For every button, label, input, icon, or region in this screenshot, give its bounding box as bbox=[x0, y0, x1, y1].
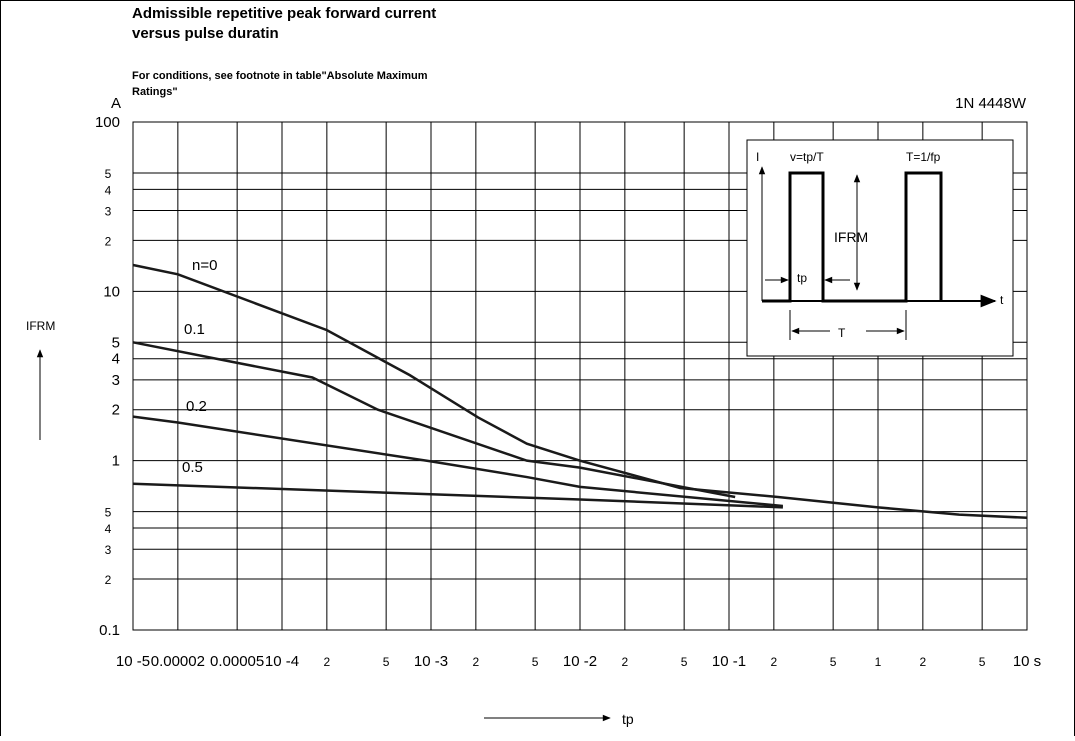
series-line bbox=[132, 341, 736, 499]
series-line bbox=[132, 263, 1028, 520]
x-tick-label: 10 s bbox=[1013, 653, 1041, 670]
series-label: 0.1 bbox=[184, 321, 205, 338]
inset-label: I bbox=[756, 150, 759, 164]
y-tick-label: 1 bbox=[112, 453, 120, 470]
x-tick-label: 10 -1 bbox=[712, 653, 746, 670]
series-label: 0.5 bbox=[182, 459, 203, 476]
x-tick-label: 10 -4 bbox=[265, 653, 299, 670]
series-label: 0.2 bbox=[186, 398, 207, 415]
inset-label: T bbox=[838, 326, 846, 340]
y-tick-label: 3 bbox=[105, 205, 112, 219]
x-tick-label: 0.00002 bbox=[151, 653, 205, 670]
y-tick-label: 2 bbox=[112, 402, 120, 419]
inset-box bbox=[746, 139, 1014, 357]
y-tick-label: 5 bbox=[112, 334, 120, 351]
part-number: 1N 4448W bbox=[955, 95, 1027, 112]
x-tick-label: 1 bbox=[875, 655, 882, 669]
y-tick-label: 0.1 bbox=[99, 622, 120, 639]
x-tick-label: 5 bbox=[681, 655, 688, 669]
x-tick-label: 2 bbox=[771, 655, 778, 669]
y-tick-label: 10 bbox=[103, 283, 120, 300]
y-tick-label: 5 bbox=[105, 506, 112, 520]
y-tick-label: 2 bbox=[105, 234, 112, 248]
inset-label: IFRM bbox=[834, 229, 868, 245]
subtitle: Ratings" bbox=[132, 86, 178, 98]
chart-title: versus pulse duratin bbox=[132, 25, 279, 42]
x-tick-label: 2 bbox=[473, 655, 480, 669]
x-tick-label: 10 -2 bbox=[563, 653, 597, 670]
y-tick-label: 4 bbox=[105, 522, 112, 536]
pulse bbox=[762, 171, 943, 303]
x-tick-label: 5 bbox=[979, 655, 986, 669]
y-tick-label: 100 bbox=[95, 114, 120, 131]
y-tick-label: 5 bbox=[105, 167, 112, 181]
y-axis-label: IFRM bbox=[26, 319, 55, 333]
y-unit: A bbox=[111, 95, 121, 112]
x-tick-label: 2 bbox=[920, 655, 927, 669]
series-line bbox=[132, 415, 784, 508]
x-tick-label: 2 bbox=[324, 655, 331, 669]
y-tick-label: 4 bbox=[112, 351, 120, 368]
subtitle: For conditions, see footnote in table"Ab… bbox=[132, 70, 428, 82]
inset-label: t bbox=[1000, 293, 1004, 307]
y-tick-label: 4 bbox=[105, 183, 112, 197]
inset: I v=tp/T T=1/fp IFRM tp t T bbox=[746, 139, 1014, 357]
y-tick-label: 3 bbox=[112, 372, 120, 389]
x-tick-label: 2 bbox=[622, 655, 629, 669]
inset-label: T=1/fp bbox=[906, 150, 941, 164]
inset-label: tp bbox=[797, 271, 807, 285]
x-tick-label: 5 bbox=[830, 655, 837, 669]
x-tick-label: 10 -3 bbox=[414, 653, 448, 670]
y-tick-label: 3 bbox=[105, 543, 112, 557]
x-tick-label: 0.00005 bbox=[210, 653, 264, 670]
chart-title: Admissible repetitive peak forward curre… bbox=[132, 5, 436, 22]
x-tick-label: 10 -5 bbox=[116, 653, 150, 670]
y-tick-label: 2 bbox=[105, 573, 112, 587]
x-tick-label: 5 bbox=[532, 655, 539, 669]
plot-border bbox=[132, 121, 1028, 631]
inset-label: v=tp/T bbox=[790, 150, 824, 164]
series-label: n=0 bbox=[192, 257, 217, 274]
x-tick-label: 5 bbox=[383, 655, 390, 669]
series-line bbox=[132, 482, 783, 509]
x-axis-label: tp bbox=[622, 711, 634, 727]
